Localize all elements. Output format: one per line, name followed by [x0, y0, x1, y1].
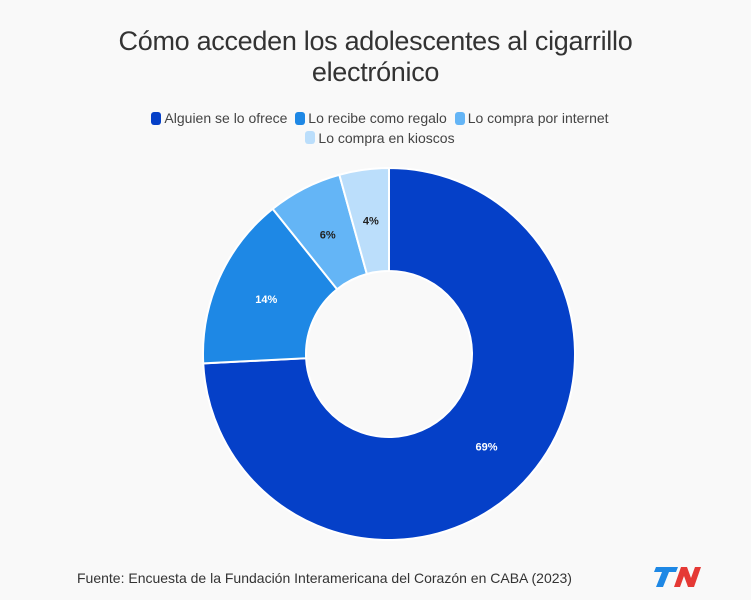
- legend-label: Lo compra por internet: [467, 110, 609, 126]
- chart-title-line-2: electrónico: [311, 57, 440, 87]
- legend-item-regalo[interactable]: Lo recibe como regalo: [295, 109, 447, 127]
- legend: Alguien se lo ofrece Lo recibe como rega…: [140, 109, 620, 148]
- legend-item-internet[interactable]: Lo compra por internet: [454, 109, 609, 127]
- legend-swatch: [295, 111, 306, 125]
- donut-slice-3[interactable]: [338, 166, 390, 276]
- data-label-1: 14%: [255, 294, 277, 306]
- donut-slice-0[interactable]: [202, 166, 576, 541]
- chart-title: Cómo acceden los adolescentes al cigarri…: [0, 26, 751, 88]
- data-label-0: 69%: [475, 442, 497, 454]
- legend-swatch: [151, 111, 162, 125]
- source-note: Fuente: Encuesta de la Fundación Interam…: [77, 570, 572, 586]
- legend-item-kioscos[interactable]: Lo compra en kioscos: [305, 129, 455, 147]
- data-label-2: 6%: [320, 229, 336, 241]
- chart-title-line-1: Cómo acceden los adolescentes al cigarri…: [118, 26, 633, 56]
- legend-label: Lo compra en kioscos: [318, 129, 455, 146]
- tn-logo: [654, 567, 701, 587]
- legend-label: Lo recibe como regalo: [308, 110, 447, 126]
- legend-item-alguien[interactable]: Alguien se lo ofrece: [151, 109, 287, 127]
- data-label-3: 4%: [363, 216, 379, 228]
- legend-swatch: [454, 111, 465, 125]
- legend-swatch: [305, 131, 316, 144]
- legend-label: Alguien se lo ofrece: [164, 110, 288, 126]
